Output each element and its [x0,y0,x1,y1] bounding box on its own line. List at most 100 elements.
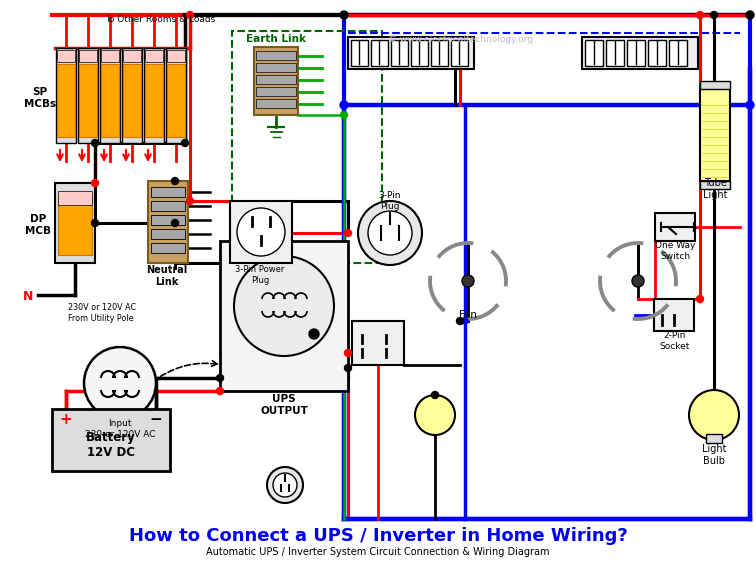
Text: Neutral
Link: Neutral Link [147,265,187,287]
Circle shape [746,11,754,19]
FancyBboxPatch shape [79,50,97,62]
Circle shape [462,318,468,324]
Circle shape [216,387,224,395]
Circle shape [340,101,348,109]
Text: UPS
OUTPUT: UPS OUTPUT [260,394,308,416]
Text: Input
230 or 120V AC: Input 230 or 120V AC [85,419,155,439]
Circle shape [340,111,348,118]
Text: 3-Pin
Plug: 3-Pin Plug [379,191,401,211]
Text: © www.electricaltechnology.org: © www.electricaltechnology.org [388,34,532,43]
Circle shape [345,350,352,356]
Text: 2-Pin
Socket: 2-Pin Socket [660,331,690,351]
Circle shape [187,198,194,204]
FancyBboxPatch shape [145,64,163,137]
FancyBboxPatch shape [371,40,388,66]
FancyBboxPatch shape [411,40,428,66]
Circle shape [181,140,188,146]
FancyBboxPatch shape [348,37,474,69]
FancyBboxPatch shape [55,183,95,263]
FancyBboxPatch shape [391,40,408,66]
FancyBboxPatch shape [256,63,296,72]
FancyBboxPatch shape [148,181,188,263]
Circle shape [632,275,644,287]
FancyBboxPatch shape [52,409,170,471]
Circle shape [462,275,474,287]
Text: How to Connect a UPS / Inverter in Home Wiring?: How to Connect a UPS / Inverter in Home … [129,527,627,545]
FancyBboxPatch shape [166,48,186,143]
FancyBboxPatch shape [167,50,185,62]
FancyBboxPatch shape [58,191,92,205]
FancyBboxPatch shape [101,64,119,137]
FancyBboxPatch shape [151,229,185,239]
FancyBboxPatch shape [431,40,448,66]
FancyBboxPatch shape [654,299,694,331]
Circle shape [689,390,739,440]
FancyBboxPatch shape [123,50,141,62]
Circle shape [340,11,348,19]
FancyBboxPatch shape [101,50,119,62]
FancyBboxPatch shape [145,50,163,62]
Circle shape [696,11,704,19]
FancyBboxPatch shape [700,86,730,181]
Circle shape [234,256,334,356]
FancyBboxPatch shape [58,195,92,255]
FancyBboxPatch shape [123,64,141,137]
FancyBboxPatch shape [144,48,164,143]
FancyBboxPatch shape [254,47,298,115]
FancyBboxPatch shape [669,40,687,66]
FancyBboxPatch shape [256,99,296,108]
Text: +: + [60,412,73,427]
Text: Earth Link: Earth Link [246,34,306,44]
Text: 230V or 120V AC
From Utility Pole: 230V or 120V AC From Utility Pole [68,303,136,323]
Circle shape [187,11,194,19]
FancyBboxPatch shape [256,75,296,84]
Text: Fan: Fan [459,310,477,320]
FancyBboxPatch shape [151,201,185,211]
Circle shape [91,220,98,226]
Circle shape [345,230,352,236]
FancyBboxPatch shape [627,40,645,66]
Circle shape [696,296,704,302]
FancyBboxPatch shape [582,37,698,69]
FancyBboxPatch shape [256,87,296,96]
Text: SP
MCBs: SP MCBs [24,87,56,109]
FancyBboxPatch shape [351,40,368,66]
FancyBboxPatch shape [151,187,185,197]
Circle shape [309,329,319,339]
Circle shape [746,101,754,109]
Circle shape [237,208,285,256]
FancyBboxPatch shape [706,434,722,443]
FancyBboxPatch shape [79,64,97,137]
FancyBboxPatch shape [220,241,348,391]
FancyBboxPatch shape [151,215,185,225]
FancyBboxPatch shape [100,48,120,143]
Text: To Other Rooms & Loads: To Other Rooms & Loads [105,15,215,24]
FancyBboxPatch shape [151,243,185,253]
FancyBboxPatch shape [648,40,666,66]
Text: Battery
12V DC: Battery 12V DC [86,431,136,459]
FancyBboxPatch shape [57,50,75,62]
Circle shape [91,180,98,186]
Circle shape [84,347,156,419]
FancyBboxPatch shape [230,201,292,263]
Circle shape [267,467,303,503]
FancyBboxPatch shape [256,51,296,60]
FancyBboxPatch shape [122,48,142,143]
FancyBboxPatch shape [352,321,404,365]
Circle shape [172,177,178,185]
Text: 3-Pin Power
Plug: 3-Pin Power Plug [235,265,285,285]
FancyBboxPatch shape [585,40,603,66]
FancyBboxPatch shape [451,40,468,66]
Circle shape [216,374,224,382]
Circle shape [457,318,463,324]
Circle shape [273,473,297,497]
FancyBboxPatch shape [655,213,695,241]
Circle shape [415,395,455,435]
Circle shape [711,11,717,19]
Circle shape [368,211,412,255]
FancyBboxPatch shape [167,64,185,137]
Text: Automatic UPS / Inverter System Circuit Connection & Wiring Diagram: Automatic UPS / Inverter System Circuit … [206,547,550,557]
Text: N: N [23,291,33,303]
FancyBboxPatch shape [56,48,76,143]
FancyBboxPatch shape [606,40,624,66]
